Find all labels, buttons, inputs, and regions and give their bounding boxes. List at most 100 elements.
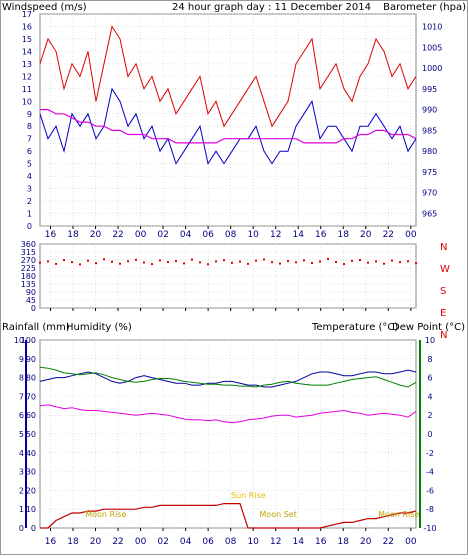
graph-title: 24 hour graph day : 11 December 2014 [172, 2, 371, 13]
climate-x-tick-label: 04 [180, 537, 192, 547]
direction-point [175, 260, 177, 263]
barometer-axis-title: Barometer (hpa) [383, 2, 466, 13]
temperature-tick-label: 4 [427, 392, 432, 401]
direction-point [159, 259, 161, 262]
humidity-tick-label: 50 [26, 430, 36, 439]
temperature-tick-label: -4 [426, 468, 434, 477]
humidity-series-line [39, 369, 417, 388]
barometer-tick-label: 985 [422, 126, 437, 135]
wind-x-tick-label: 10 [247, 230, 259, 240]
direction-point [119, 262, 121, 265]
windspeed-tick-label: 14 [22, 47, 32, 56]
climate-x-tick-label: 12 [270, 537, 281, 547]
wind-x-tick-label: 16 [45, 230, 57, 240]
direction-point [55, 262, 57, 265]
barometer-tick-label: 1000 [422, 64, 442, 73]
direction-tick-label: 180 [21, 272, 36, 281]
direction-point [327, 257, 329, 260]
chart-layer: 0123456789101112131415161796597097598098… [14, 10, 450, 547]
direction-point [391, 259, 393, 262]
rain-tick-label: 8 [19, 374, 24, 383]
wind-x-tick-label: 20 [90, 230, 102, 240]
windspeed-tick-label: 11 [22, 85, 32, 94]
climate-x-tick-label: 20 [360, 537, 372, 547]
climate-x-tick-label: 18 [67, 537, 79, 547]
dewpoint-axis-title: Dew Point (°C) [392, 322, 465, 333]
rain-tick-label: 10 [14, 336, 24, 345]
temperature-tick-label: -8 [426, 505, 434, 514]
direction-point [279, 262, 281, 265]
astro-annotation: Moon Rise [378, 510, 419, 519]
direction-point [71, 261, 73, 264]
direction-point [295, 261, 297, 264]
direction-point [263, 258, 265, 261]
wind-x-tick-label: 00 [135, 230, 147, 240]
direction-plot-frame [39, 243, 417, 309]
temperature-tick-label: 6 [427, 374, 432, 383]
direction-point [79, 263, 81, 266]
barometer-tick-label: 1005 [422, 43, 442, 52]
direction-point [167, 260, 169, 263]
rain-tick-label: 9 [19, 355, 24, 364]
windspeed-tick-label: 10 [22, 97, 32, 106]
climate-x-tick-label: 02 [157, 537, 168, 547]
direction-point [87, 259, 89, 262]
windspeed-tick-label: 8 [27, 122, 32, 131]
humidity-tick-label: 10 [26, 505, 36, 514]
windspeed-tick-label: 13 [22, 60, 32, 69]
compass-label: W [440, 264, 450, 275]
wind-x-tick-label: 22 [112, 230, 123, 240]
wind-x-tick-label: 14 [292, 230, 304, 240]
humidity-tick-label: 0 [31, 524, 36, 533]
direction-point [183, 262, 185, 265]
astro-annotation: Moon Rise [85, 510, 126, 519]
rainfall-axis-title: Rainfall (mm) [2, 322, 70, 333]
barometer-tick-label: 970 [422, 189, 437, 198]
direction-tick-label: 135 [21, 280, 36, 289]
windspeed-tick-label: 12 [22, 72, 32, 81]
direction-point [399, 261, 401, 264]
direction-point [39, 261, 41, 264]
direction-point [47, 260, 49, 263]
direction-point [287, 260, 289, 263]
temperature-tick-label: 8 [427, 355, 432, 364]
direction-tick-label: 0 [31, 304, 36, 313]
windspeed-tick-label: 7 [27, 135, 32, 144]
direction-point [311, 262, 313, 265]
direction-point [335, 260, 337, 263]
direction-point [319, 260, 321, 263]
direction-point [415, 262, 417, 265]
wind-x-tick-label: 04 [180, 230, 192, 240]
windspeed-tick-label: 9 [27, 110, 32, 119]
climate-x-tick-label: 14 [292, 537, 304, 547]
wind-x-tick-label: 22 [383, 230, 394, 240]
humidity-tick-label: 60 [26, 411, 36, 420]
direction-point [95, 262, 97, 265]
windspeed-tick-label: 17 [22, 10, 32, 19]
astro-annotation: Moon Set [259, 510, 296, 519]
windspeed-tick-label: 2 [27, 197, 32, 206]
direction-point [375, 260, 377, 263]
climate-x-tick-label: 16 [45, 537, 57, 547]
barometer-tick-label: 980 [422, 147, 437, 156]
wind-x-tick-label: 00 [405, 230, 417, 240]
humidity-tick-label: 30 [26, 468, 36, 477]
barometer-tick-label: 1010 [422, 22, 442, 31]
dewpoint-series-line [39, 404, 417, 424]
direction-point [135, 258, 137, 261]
direction-point [271, 261, 273, 264]
climate-x-tick-label: 00 [135, 537, 147, 547]
rain-tick-label: 2 [19, 486, 24, 495]
gust-series-line [39, 25, 417, 128]
wind-x-tick-label: 18 [67, 230, 79, 240]
humidity-tick-label: 20 [26, 486, 36, 495]
temperature-tick-label: -6 [426, 486, 434, 495]
rain-axis-bar [25, 340, 27, 528]
humidity-axis-title: Humidity (%) [66, 322, 132, 333]
direction-point [359, 259, 361, 261]
climate-x-tick-label: 18 [338, 537, 350, 547]
temperature-tick-label: 2 [427, 411, 432, 420]
direction-point [215, 260, 217, 263]
direction-point [63, 259, 65, 261]
wind-x-tick-label: 18 [338, 230, 350, 240]
